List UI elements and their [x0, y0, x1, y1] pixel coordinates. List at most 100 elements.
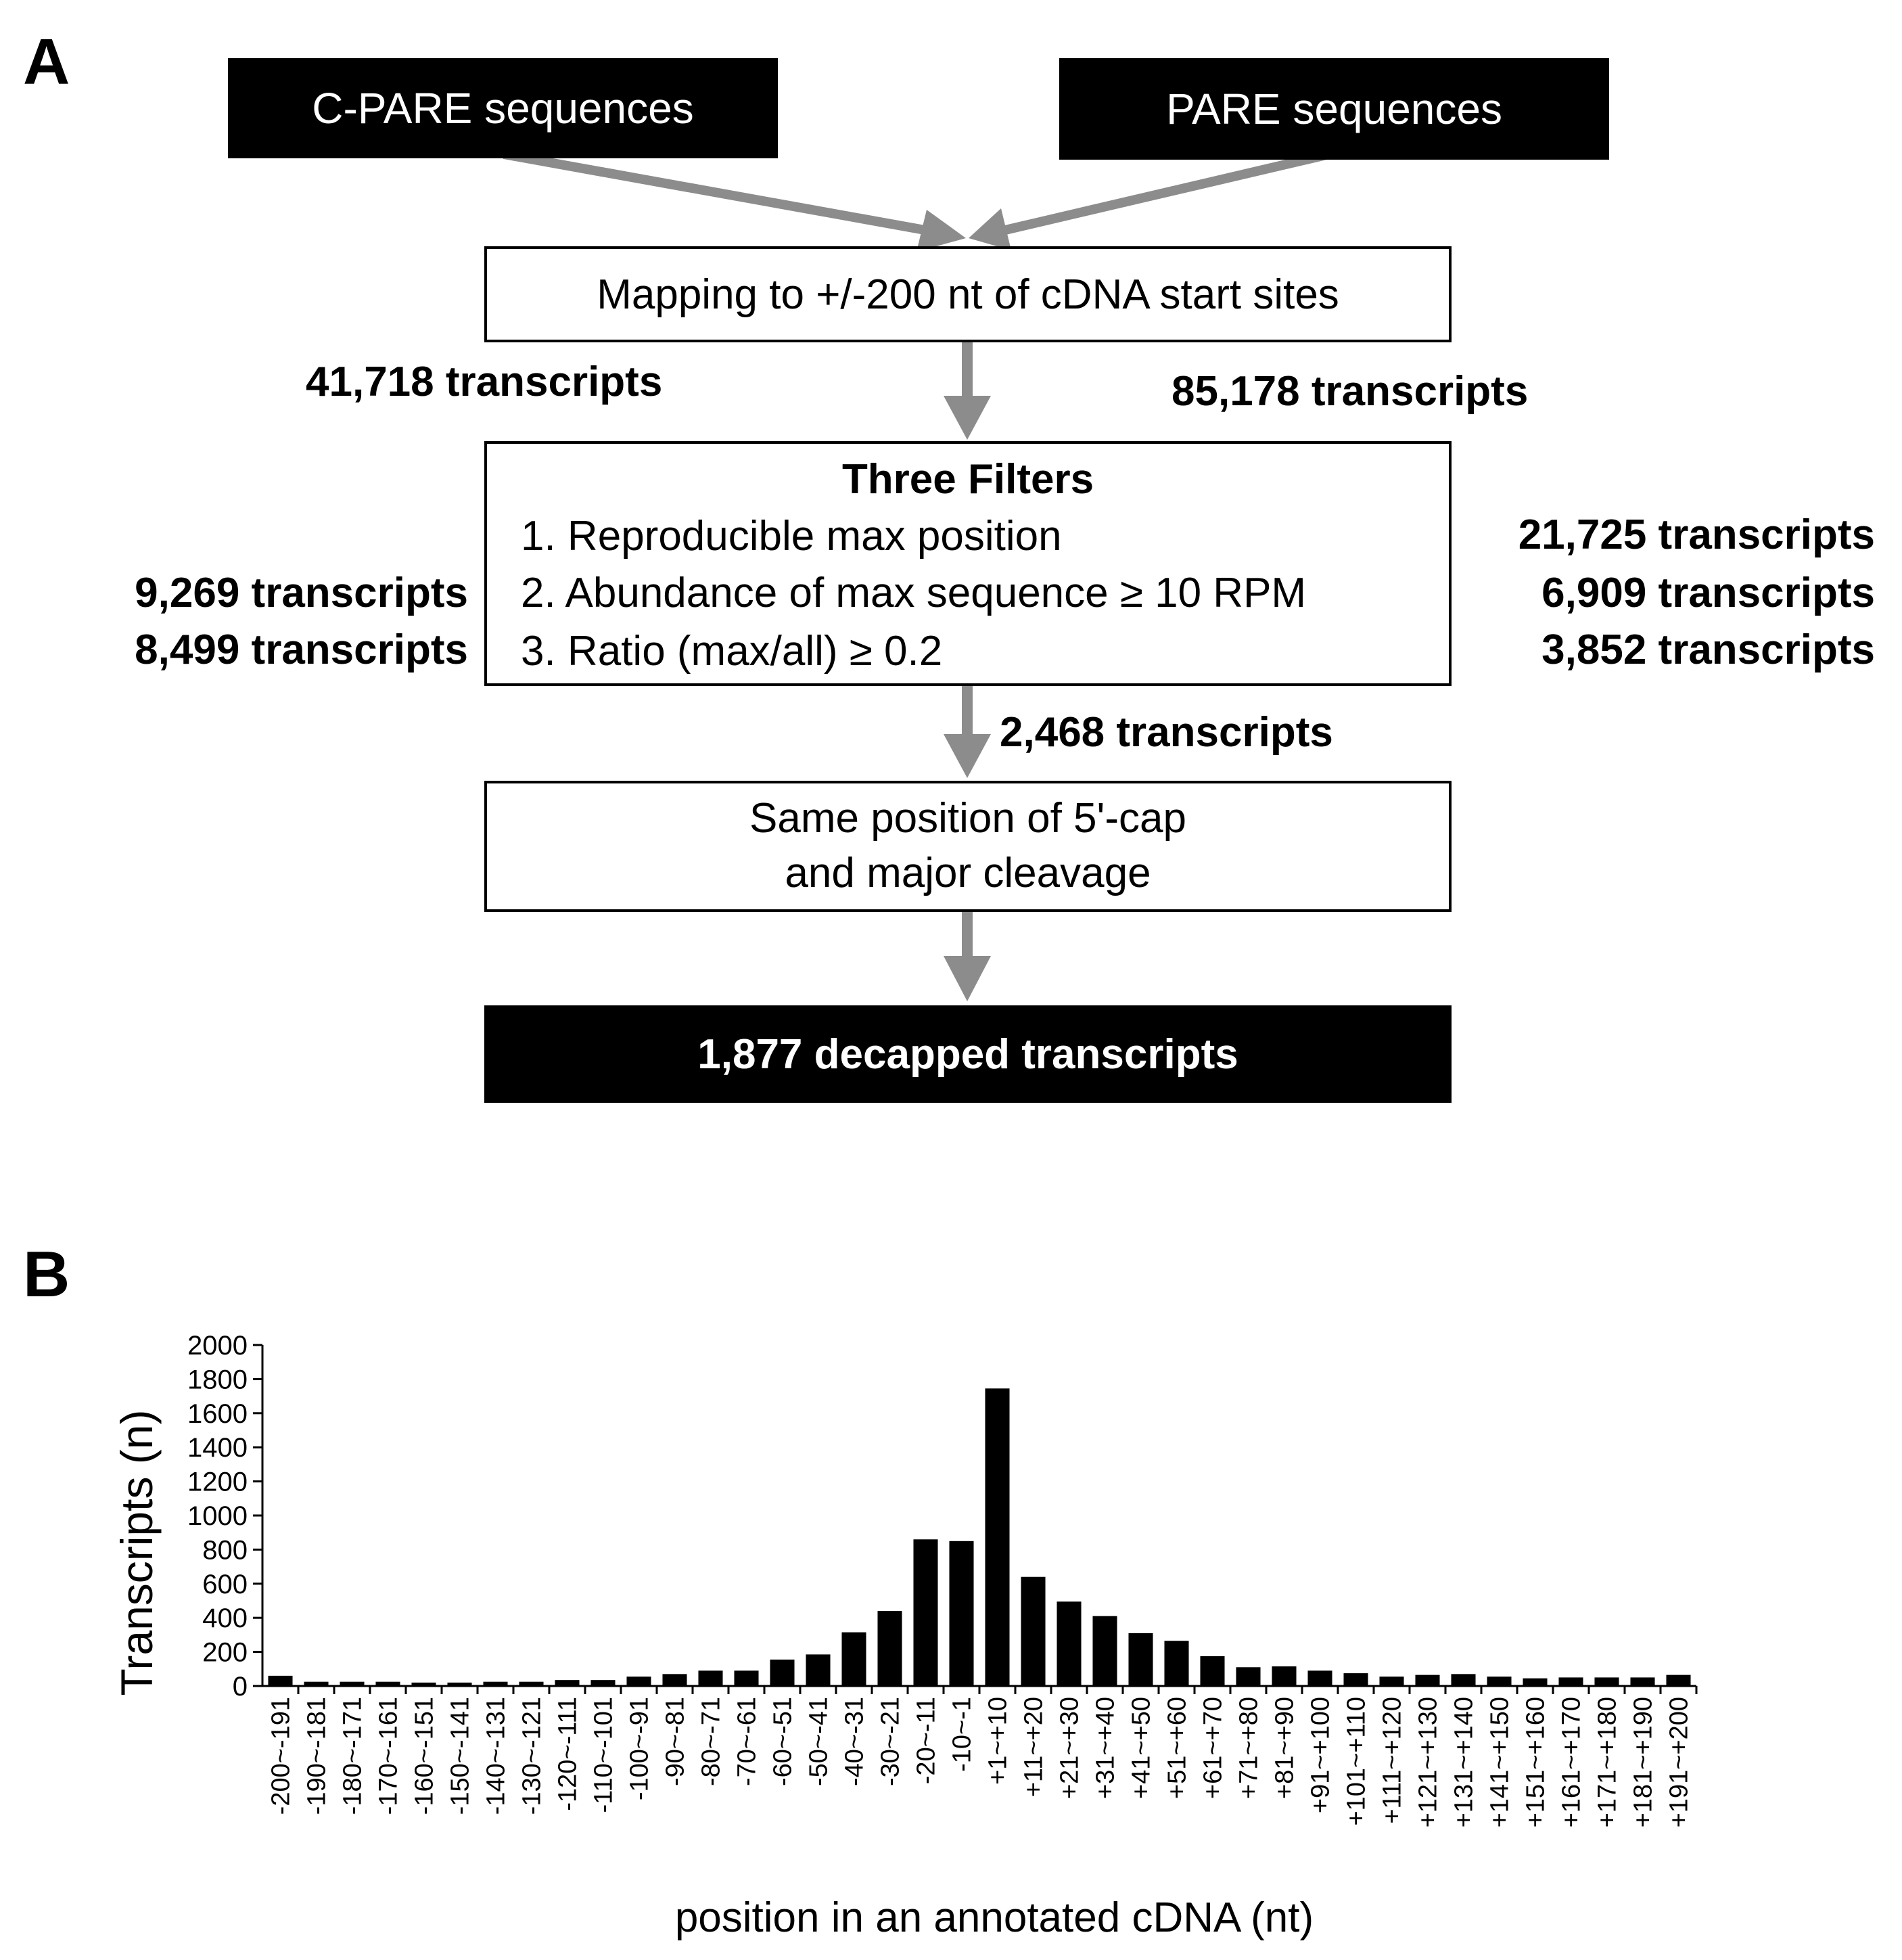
bar	[1523, 1678, 1548, 1686]
panel-a-label: A	[23, 26, 70, 98]
bar	[1128, 1633, 1153, 1686]
arrowhead-pare	[969, 208, 1011, 250]
x-tick-label: -170~-161	[375, 1697, 403, 1815]
x-tick-label: -200~-191	[267, 1697, 296, 1815]
x-tick-label: -70~-61	[733, 1697, 762, 1786]
x-tick-label: +191~+200	[1665, 1697, 1694, 1827]
filters-box: Three Filters 1. Reproducible max positi…	[484, 441, 1452, 686]
bar	[698, 1670, 723, 1686]
x-tick-label: -150~-141	[446, 1697, 475, 1815]
mapping-label: Mapping to +/-200 nt of cDNA start sites	[597, 271, 1339, 318]
x-tick-label: -190~-181	[303, 1697, 331, 1815]
bar-chart: 0 200 400 600 800 1000 1200 1400 1600 1800 2000 -20…	[112, 1331, 1698, 1941]
x-tick-label: +161~+170	[1558, 1697, 1586, 1827]
mapping-box: Mapping to +/-200 nt of cDNA start sites	[484, 246, 1452, 342]
y-tick-label: 2000	[187, 1331, 248, 1361]
bar	[985, 1388, 1010, 1686]
bar	[913, 1539, 938, 1686]
filter-item-3: 3. Ratio (max/all) ≥ 0.2	[521, 628, 943, 675]
arrow-pare-to-mapping	[990, 150, 1330, 238]
count-pare-filter-1: 21,725 transcripts	[1518, 511, 1875, 558]
bar	[1307, 1670, 1332, 1686]
y-tick-label: 1000	[187, 1501, 248, 1531]
x-tick-label: +171~+180	[1594, 1697, 1622, 1827]
x-tick-label: +21~+30	[1056, 1697, 1084, 1799]
bar	[949, 1541, 974, 1686]
x-tick-label: -120~-111	[554, 1697, 582, 1811]
y-tick-label: 200	[202, 1638, 248, 1668]
x-tick-label: -110~-101	[590, 1697, 618, 1813]
bar	[1451, 1674, 1476, 1686]
bar	[1487, 1677, 1512, 1686]
bar	[483, 1681, 508, 1686]
x-tick-label: -60~-51	[769, 1697, 797, 1786]
bar	[304, 1681, 329, 1686]
x-tick-label: +11~+20	[1020, 1697, 1048, 1797]
bar	[447, 1682, 472, 1686]
bar	[770, 1659, 795, 1686]
x-tick-label: -20~-11	[912, 1697, 941, 1784]
panel-b-label: B	[23, 1238, 70, 1311]
result-label: 1,877 decapped transcripts	[697, 1030, 1238, 1078]
flow-arrows	[503, 150, 1330, 1001]
bar	[268, 1675, 293, 1686]
bar	[1057, 1601, 1082, 1686]
x-tick-label: +71~+80	[1235, 1697, 1263, 1799]
arrow-group	[503, 150, 1330, 1001]
arrow-cpare-to-mapping	[503, 150, 945, 238]
bar	[734, 1670, 759, 1686]
y-tick-label: 1200	[187, 1467, 248, 1497]
x-tick-label: +141~+150	[1486, 1697, 1514, 1827]
bar	[555, 1680, 580, 1686]
x-tick-label: -90~-81	[662, 1697, 690, 1786]
y-tick-label: 1800	[187, 1365, 248, 1394]
x-tick-label: +151~+160	[1522, 1697, 1550, 1827]
x-tick-label: -130~-121	[518, 1697, 547, 1815]
filter-item-2: 2. Abundance of max sequence ≥ 10 RPM	[521, 570, 1307, 616]
x-tick-label: -10~-1	[948, 1697, 977, 1772]
count-pare-filter-2: 6,909 transcripts	[1541, 570, 1875, 616]
x-tick-label: -160~-151	[411, 1697, 439, 1815]
arrowhead-same	[944, 734, 991, 778]
y-tick-label: 1600	[187, 1399, 248, 1429]
pare-sequences-box: PARE sequences	[1059, 58, 1609, 160]
bar	[519, 1681, 544, 1686]
x-tick-label: -180~-171	[339, 1697, 367, 1815]
bar	[1164, 1641, 1189, 1686]
result-box: 1,877 decapped transcripts	[484, 1005, 1452, 1103]
x-tick-label: -30~-21	[877, 1697, 905, 1786]
bar	[1558, 1677, 1583, 1686]
x-tick-label: +51~+60	[1163, 1697, 1192, 1799]
x-tick-label: -140~-131	[482, 1697, 511, 1815]
count-cpare-filter-2: 9,269 transcripts	[135, 570, 468, 616]
filters-title: Three Filters	[841, 456, 1094, 503]
bar	[1200, 1656, 1225, 1686]
bar	[1092, 1616, 1117, 1686]
bar	[662, 1674, 687, 1686]
x-tick-label: -100~-91	[626, 1697, 654, 1800]
x-tick-label: +131~+140	[1450, 1697, 1479, 1827]
bar	[1379, 1677, 1404, 1686]
same-position-line-1: Same position of 5'-cap	[749, 795, 1186, 842]
bar	[1272, 1666, 1297, 1686]
y-tick-label: 1400	[187, 1433, 248, 1463]
x-tick-label: +41~+50	[1128, 1697, 1156, 1799]
x-tick-label: +111~+120	[1378, 1697, 1407, 1824]
cpare-sequences-label: C-PARE sequences	[312, 84, 694, 133]
same-position-line-2: and major cleavage	[785, 850, 1151, 896]
count-after-filters: 2,468 transcripts	[1000, 709, 1333, 756]
pare-sequences-label: PARE sequences	[1166, 85, 1502, 133]
bar	[626, 1677, 651, 1686]
x-tick-label: -50~-41	[805, 1697, 833, 1786]
cpare-sequences-box: C-PARE sequences	[228, 58, 778, 158]
y-tick-label: 800	[202, 1535, 248, 1565]
x-tick-label: -40~-31	[841, 1697, 869, 1786]
count-cpare-filter-3: 8,499 transcripts	[135, 626, 468, 673]
y-tick-label: 600	[202, 1570, 248, 1599]
arrowhead-filters	[944, 396, 991, 440]
bar	[1666, 1674, 1691, 1686]
bar	[1021, 1576, 1046, 1686]
x-axis-label: position in an annotated cDNA (nt)	[675, 1894, 1314, 1941]
bar	[340, 1681, 365, 1686]
